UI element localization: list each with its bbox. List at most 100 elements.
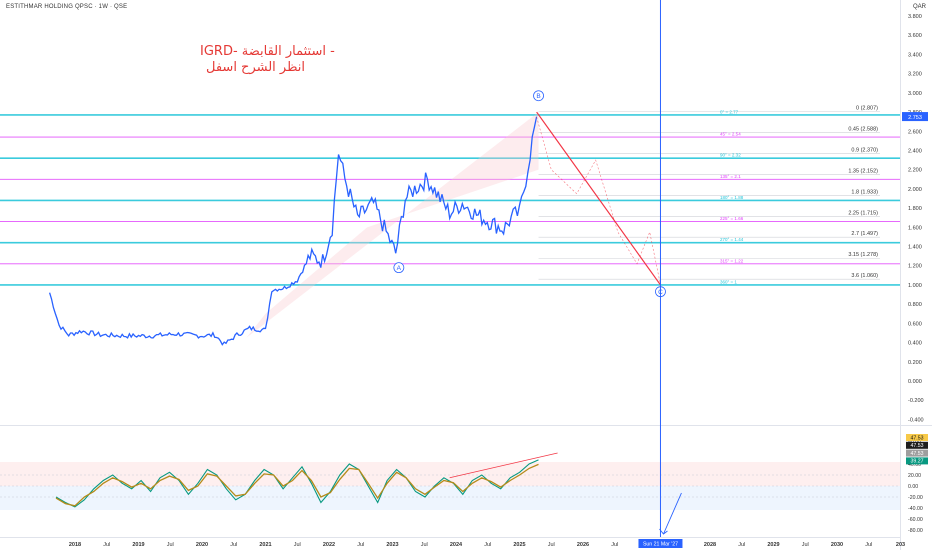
price-tick-label: 3.600 — [908, 33, 922, 39]
osc-oversold-band — [0, 486, 900, 510]
price-tick-label: 3.200 — [908, 72, 922, 78]
marker-arrow — [663, 492, 682, 535]
gann-level-label: 135° = 2.1 — [720, 174, 741, 179]
time-axis[interactable]: 2018 Jul 2019 Jul 2020 Jul 2021 Jul 2022 Jul 2023 J… — [69, 542, 905, 548]
time-tick-label: Jul — [230, 542, 237, 548]
time-tick-label: 2019 — [132, 542, 144, 548]
price-tick-label: 0.200 — [908, 360, 922, 366]
price-pane — [0, 0, 900, 425]
osc-tick-label: -60.00 — [908, 517, 923, 523]
osc-tick-label: -80.00 — [908, 528, 923, 534]
time-tick-label: Jul — [167, 542, 174, 548]
chart-title: ESTITHMAR HOLDING QPSC · 1W · QSE — [6, 4, 128, 10]
last-price-badge — [902, 112, 928, 122]
gann-level-label: 270° = 1.44 — [720, 237, 744, 242]
wave-label: B — [536, 93, 540, 100]
price-tick-label: 1.600 — [908, 225, 922, 231]
gann-level-label: 45° = 2.54 — [720, 132, 741, 137]
osc-value-badge — [906, 457, 928, 465]
price-tick-label: 1.200 — [908, 264, 922, 270]
time-tick-label: Jul — [611, 542, 618, 548]
fib-level-label: 3.15 (1.278) — [848, 252, 878, 258]
time-tick-label: Jul — [357, 542, 364, 548]
projection-layer — [536, 111, 661, 286]
osc-trend-line — [449, 452, 558, 479]
price-tick-label: 1.800 — [908, 206, 922, 212]
fan-shading — [246, 112, 539, 338]
projection-zigzag — [536, 116, 661, 285]
oscillator-layer — [0, 452, 900, 508]
time-tick-label: 2024 — [450, 542, 463, 548]
price-tick-label: 1.000 — [908, 283, 922, 289]
time-tick-label: Jul — [421, 542, 428, 548]
marker-arrowhead — [659, 528, 668, 535]
oscillator-axis[interactable]: 80.0060.0040.0020.000.00-20.00-40.00-60.… — [906, 434, 928, 534]
gann-level-label: 180° = 1.88 — [720, 195, 744, 200]
time-tick-label: 2025 — [513, 542, 525, 548]
price-tick-label: 3.000 — [908, 91, 922, 97]
gann-level-label: 315° = 1.22 — [720, 258, 744, 263]
time-tick-label: Jul — [802, 542, 809, 548]
gann-level-label: 225° = 1.66 — [720, 216, 744, 221]
chart-annotation[interactable]: IGRD- استثمار القابضة - انظر الشرح اسفل — [200, 44, 350, 76]
price-tick-label: 2.000 — [908, 187, 922, 193]
price-tick-label: 1.400 — [908, 245, 922, 251]
osc-value-label: 47.53 — [911, 451, 924, 457]
time-tick-label: 203 — [896, 542, 905, 548]
fib-level-label: 0 (2.807) — [856, 105, 878, 111]
price-series-layer — [48, 116, 538, 346]
time-tick-label: 2020 — [196, 542, 208, 548]
fib-level-label: 2.7 (1.497) — [851, 231, 878, 237]
gann-level-label: 90° = 2.32 — [720, 153, 741, 158]
fib-level-label: 0.45 (2.588) — [848, 126, 878, 132]
osc-tick-label: -40.00 — [908, 506, 923, 512]
osc-value-badge — [906, 449, 928, 457]
osc-tick-label: 0.00 — [908, 484, 918, 490]
last-price-label: 2.753 — [908, 115, 922, 121]
gann-level-label: 0° = 2.77 — [720, 109, 739, 114]
vertical-marker-date: Sun 21 Mar '27 — [643, 542, 678, 548]
vertical-marker-layer[interactable]: Sun 21 Mar '27 — [638, 0, 683, 548]
fib-levels-layer: 0 (2.807) 0.45 (2.588) 0.9 (2.370) 1.35 (2.… — [538, 105, 880, 280]
fib-level-label: 3.6 (1.060) — [851, 273, 878, 279]
time-tick-label: 2023 — [386, 542, 398, 548]
annotation-line-1: IGRD- استثمار القابضة - — [200, 44, 335, 59]
price-tick-label: 0.800 — [908, 302, 922, 308]
time-tick-label: Jul — [294, 542, 301, 548]
fib-level-label: 1.35 (2.152) — [848, 168, 878, 174]
time-tick-label: Jul — [738, 542, 745, 548]
wave-label: A — [397, 265, 402, 272]
osc-value-label: 47.53 — [911, 443, 924, 449]
osc-value-label: 47.53 — [911, 435, 924, 441]
time-tick-label: 2030 — [831, 542, 843, 548]
price-tick-label: 2.600 — [908, 129, 922, 135]
price-tick-label: 0.400 — [908, 341, 922, 347]
time-tick-label: 2026 — [577, 542, 589, 548]
osc-tick-label: 40.00 — [908, 462, 921, 468]
osc-tick-label: -20.00 — [908, 495, 923, 501]
gann-level-label: 360° = 1 — [720, 279, 737, 284]
wave-label-circle — [533, 90, 544, 102]
fib-level-label: 0.9 (2.370) — [851, 147, 878, 153]
price-tick-label: 2.200 — [908, 168, 922, 174]
time-tick-label: 2021 — [259, 542, 271, 548]
price-axis[interactable]: 3.8003.6003.4003.2003.0002.8002.6002.400… — [902, 14, 928, 443]
currency-label: QAR — [912, 4, 926, 10]
time-tick-label: 2018 — [69, 542, 81, 548]
time-tick-label: Jul — [865, 542, 872, 548]
time-tick-label: 2029 — [767, 542, 779, 548]
vertical-marker-badge — [638, 539, 683, 548]
annotation-line-2: انظر الشرح اسفل — [206, 60, 305, 75]
osc-tick-label: 20.00 — [908, 473, 921, 479]
time-tick-label: 2028 — [704, 542, 716, 548]
fib-level-label: 2.25 (1.715) — [848, 210, 878, 216]
price-tick-label: -0.200 — [908, 398, 924, 404]
time-tick-label: 2022 — [323, 542, 335, 548]
wave-label-circle — [393, 262, 405, 274]
time-tick-label: Jul — [484, 542, 491, 548]
fib-level-label: 1.8 (1.933) — [851, 189, 878, 195]
fan-wedge — [246, 112, 539, 338]
time-tick-label: Jul — [103, 542, 110, 548]
price-tick-label: 3.400 — [908, 52, 922, 58]
